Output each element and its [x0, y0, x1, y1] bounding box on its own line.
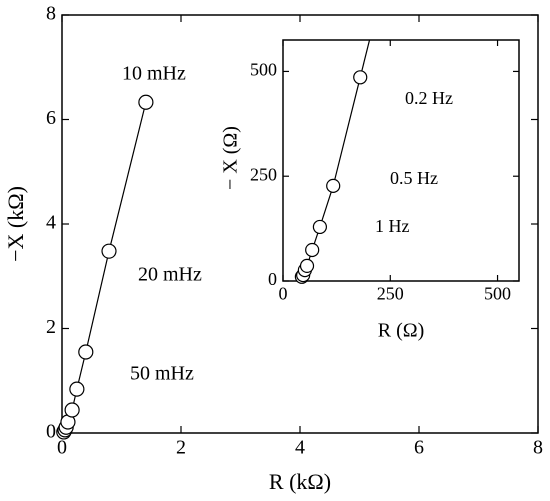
y-tick-label: 2: [46, 316, 56, 338]
y-tick-label: 4: [46, 212, 56, 234]
data-point: [101, 243, 117, 259]
data-point: [353, 70, 368, 85]
x-tick-label: 8: [533, 437, 543, 459]
y-tick-label: 8: [46, 3, 56, 25]
data-point: [299, 258, 315, 274]
x-axis-label: R (kΩ): [269, 469, 331, 494]
annotation: 20 mHz: [138, 264, 202, 286]
x-tick-label: 0: [57, 437, 67, 459]
annotation: 10 mHz: [122, 63, 186, 85]
data-point: [69, 381, 85, 397]
inset-background: [283, 40, 519, 281]
data-point: [326, 178, 341, 193]
y-tick-label: 250: [250, 164, 277, 184]
data-point: [305, 242, 320, 258]
y-axis-label: − X (Ω): [220, 126, 242, 190]
data-point: [64, 402, 80, 418]
y-tick-label: 6: [46, 107, 56, 129]
annotation: 0.2 Hz: [405, 88, 453, 108]
x-tick-label: 2: [176, 437, 186, 459]
y-tick-label: 0: [46, 421, 56, 443]
y-tick-label: 0: [268, 269, 277, 289]
y-tick-label: 500: [250, 60, 277, 80]
x-tick-label: 6: [414, 437, 424, 459]
plot-frame: [282, 39, 520, 282]
annotation: 50 mHz: [130, 363, 194, 385]
y-axis-label: −X (kΩ): [3, 186, 28, 262]
data-point: [78, 344, 94, 360]
x-tick-label: 0: [279, 284, 288, 304]
annotation: 1 Hz: [375, 216, 410, 236]
annotation: 0.5 Hz: [390, 168, 438, 188]
data-point: [312, 219, 328, 235]
x-tick-label: 250: [377, 284, 404, 304]
x-tick-label: 500: [484, 284, 511, 304]
x-tick-label: 4: [295, 437, 305, 459]
data-point: [138, 94, 154, 110]
x-axis-label: R (Ω): [378, 320, 425, 342]
